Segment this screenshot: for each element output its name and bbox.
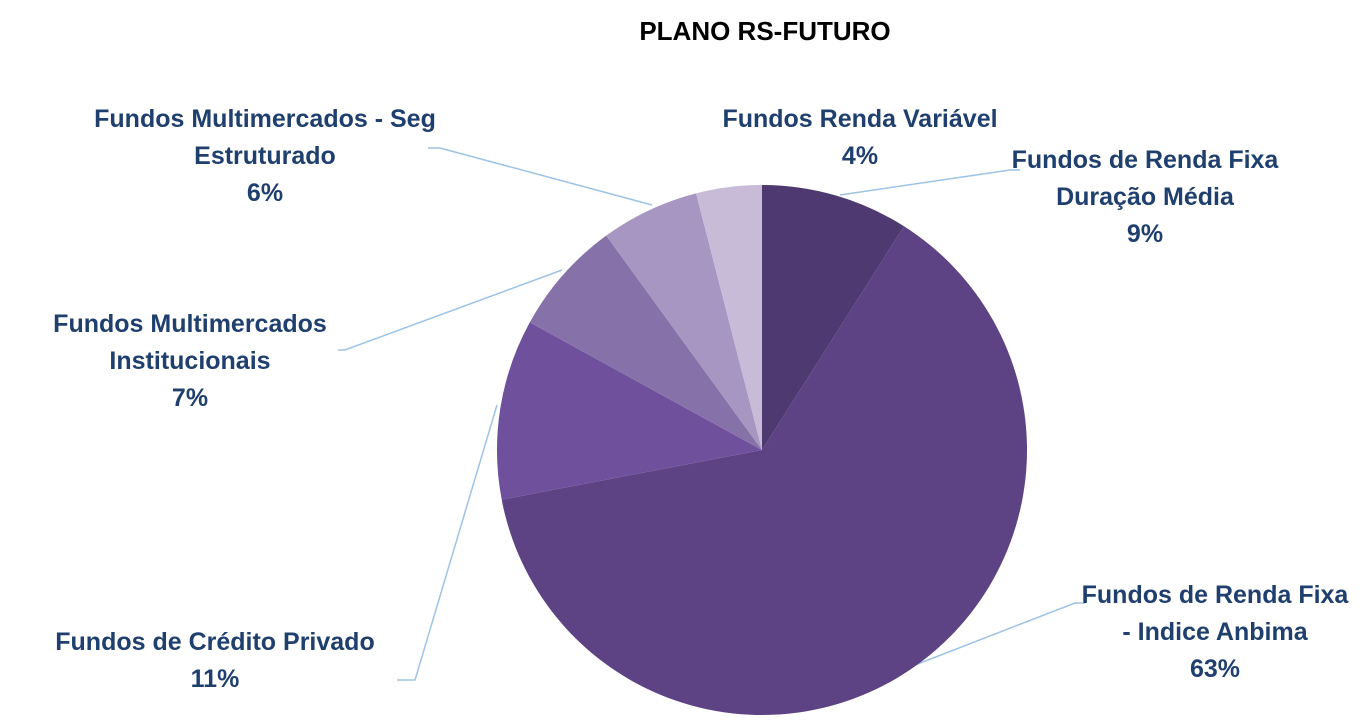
pie-slice bbox=[606, 193, 762, 451]
value-label: 6% bbox=[246, 179, 284, 207]
value-label: 63% bbox=[1189, 655, 1241, 683]
value-label: 7% bbox=[171, 384, 209, 412]
leader-line bbox=[338, 269, 563, 351]
category-label: Fundos de Renda Fixa - Indice Anbima bbox=[1081, 581, 1349, 646]
leader-line bbox=[397, 404, 498, 681]
category-label: Fundos de Renda Fixa Duração Média bbox=[1011, 146, 1279, 211]
pie-slice bbox=[696, 185, 762, 450]
category-label: Fundos Renda Variável bbox=[722, 105, 998, 133]
value-label: 4% bbox=[841, 142, 879, 170]
slice-label: Fundos Multimercados - Seg Estruturado 6% bbox=[40, 101, 490, 212]
pie-slice bbox=[762, 185, 904, 450]
slice-label: Fundos Renda Variável 4% bbox=[660, 101, 1060, 175]
category-label: Fundos Multimercados Institucionais bbox=[53, 310, 327, 375]
pie-slice bbox=[497, 322, 762, 500]
category-label: Fundos Multimercados - Seg Estruturado bbox=[94, 105, 436, 170]
value-label: 9% bbox=[1126, 220, 1164, 248]
category-label: Fundos de Crédito Privado bbox=[55, 628, 375, 656]
pie-slice bbox=[501, 226, 1028, 715]
slice-label: Fundos de Renda Fixa - Indice Anbima 63% bbox=[1075, 577, 1355, 688]
value-label: 11% bbox=[190, 665, 240, 693]
slice-label: Fundos Multimercados Institucionais 7% bbox=[10, 306, 370, 417]
chart-title: PLANO RS-FUTURO bbox=[639, 16, 891, 46]
leader-line bbox=[914, 602, 1085, 666]
leader-line bbox=[839, 169, 1020, 196]
slice-label: Fundos de Renda Fixa Duração Média 9% bbox=[1005, 142, 1285, 253]
leader-line bbox=[428, 147, 653, 206]
slice-label: Fundos de Crédito Privado 11% bbox=[10, 624, 420, 698]
pie-slice bbox=[529, 235, 762, 450]
